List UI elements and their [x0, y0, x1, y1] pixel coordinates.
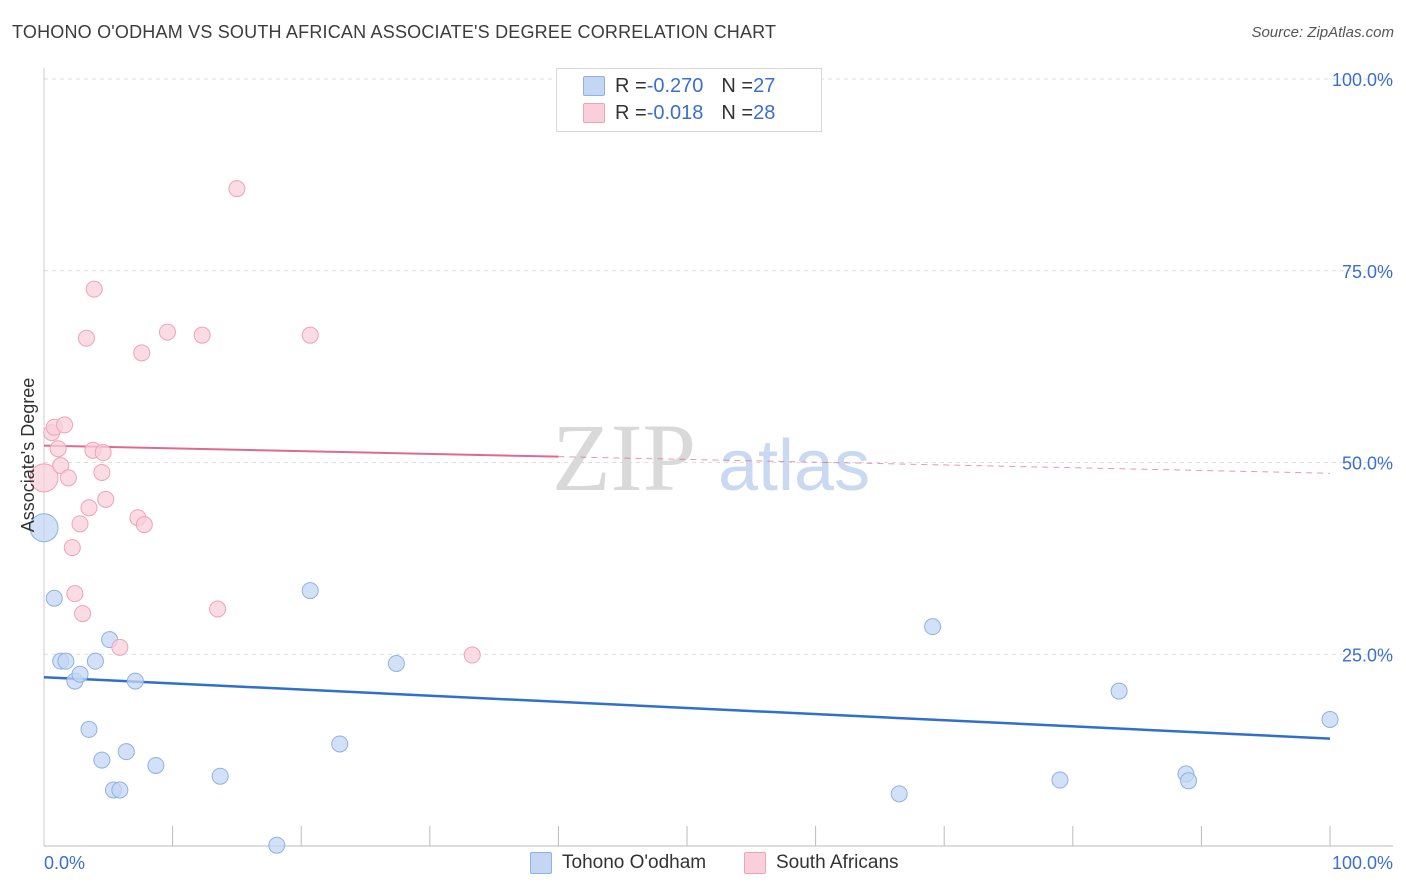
data-point-blue [890, 785, 908, 803]
trend-line-blue [43, 676, 1331, 740]
data-point-pink [85, 280, 103, 298]
data-points [29, 180, 1339, 854]
trend-lines [43, 444, 1331, 740]
source-label: Source: ZipAtlas.com [1251, 24, 1394, 41]
data-point-blue [117, 743, 135, 761]
data-point-blue [924, 618, 942, 636]
data-point-blue [1321, 710, 1339, 728]
data-point-pink [193, 326, 211, 344]
legend-row-tohono: R = -0.270 N = 27 [583, 73, 775, 99]
chart-title: TOHONO O'ODHAM VS SOUTH AFRICAN ASSOCIAT… [12, 22, 777, 42]
data-point-pink [66, 585, 84, 603]
data-point-blue [387, 654, 405, 672]
data-point-blue [126, 672, 144, 690]
r-label: R = [615, 101, 647, 124]
data-point-pink [93, 463, 111, 481]
data-point-blue [45, 589, 63, 607]
data-point-pink [133, 344, 151, 362]
correlation-legend: R = -0.270 N = 27 R = -0.018 N = 28 [556, 68, 822, 132]
data-point-blue [301, 582, 319, 600]
trend-line-pink [43, 444, 559, 458]
r-label: R = [615, 74, 647, 97]
data-point-blue [93, 751, 111, 769]
n-value: 27 [753, 74, 776, 97]
data-point-pink [59, 469, 77, 487]
y-tick-label: 25.0% [1342, 645, 1393, 665]
data-point-blue [111, 781, 129, 799]
bottom-legend-tohono: Tohono O'odham [530, 852, 706, 874]
n-label: N = [721, 74, 754, 97]
data-point-blue [1051, 771, 1069, 789]
data-point-pink [158, 323, 176, 341]
x-tick-label: 0.0% [44, 853, 85, 873]
data-point-blue [331, 735, 349, 753]
data-point-pink [63, 539, 81, 557]
y-tick-label: 75.0% [1342, 262, 1393, 282]
bottom-swatch-pink [744, 852, 766, 874]
data-point-blue [57, 652, 75, 670]
trend-line-dashed-pink [558, 456, 1331, 474]
watermark: ZIP atlas [552, 404, 870, 511]
gridlines [44, 78, 1393, 655]
data-point-pink [111, 638, 129, 656]
watermark-zip: ZIP [552, 404, 696, 511]
y-tick-label: 50.0% [1342, 454, 1393, 474]
data-point-pink [97, 490, 115, 508]
y-tick-label: 100.0% [1332, 70, 1393, 90]
data-point-blue [86, 652, 104, 670]
watermark-atlas: atlas [718, 426, 870, 506]
legend-swatch-blue [583, 76, 605, 96]
data-point-pink [77, 329, 95, 347]
data-point-pink [49, 440, 67, 458]
data-point-pink [71, 515, 89, 533]
y-tick-labels: 25.0% 50.0% 75.0% 100.0% [1332, 70, 1393, 665]
data-point-blue [1180, 772, 1198, 790]
data-point-blue [29, 513, 59, 543]
data-point-pink [74, 605, 92, 623]
data-point-pink [94, 444, 112, 462]
data-point-pink [301, 326, 319, 344]
r-value: -0.018 [646, 101, 704, 124]
data-point-pink [52, 457, 70, 475]
data-point-blue [1110, 682, 1128, 700]
data-point-pink [228, 180, 246, 198]
data-point-blue [268, 836, 286, 854]
legend-row-south-africans: R = -0.018 N = 28 [583, 100, 775, 126]
x-tick-label: 100.0% [1332, 853, 1393, 873]
bottom-legend-label: Tohono O'odham [562, 852, 707, 873]
data-point-pink [463, 646, 481, 664]
data-point-pink [135, 516, 153, 534]
data-point-blue [80, 720, 98, 738]
y-axis-label: Associate's Degree [18, 378, 38, 533]
n-value: 28 [753, 101, 776, 124]
n-label: N = [721, 101, 754, 124]
data-point-pink [80, 499, 98, 517]
data-point-blue [211, 767, 229, 785]
r-value: -0.270 [646, 74, 704, 97]
data-point-pink [29, 463, 59, 493]
data-point-blue [71, 665, 89, 683]
bottom-swatch-blue [530, 852, 552, 874]
legend-swatch-pink [583, 103, 605, 123]
x-tick-labels: 0.0% 100.0% [44, 853, 1393, 873]
bottom-legend-label: South Africans [776, 852, 899, 873]
data-point-blue [147, 756, 165, 774]
data-point-pink [56, 416, 74, 434]
bottom-legend-south-africans: South Africans [744, 852, 899, 874]
data-point-pink [209, 600, 227, 618]
